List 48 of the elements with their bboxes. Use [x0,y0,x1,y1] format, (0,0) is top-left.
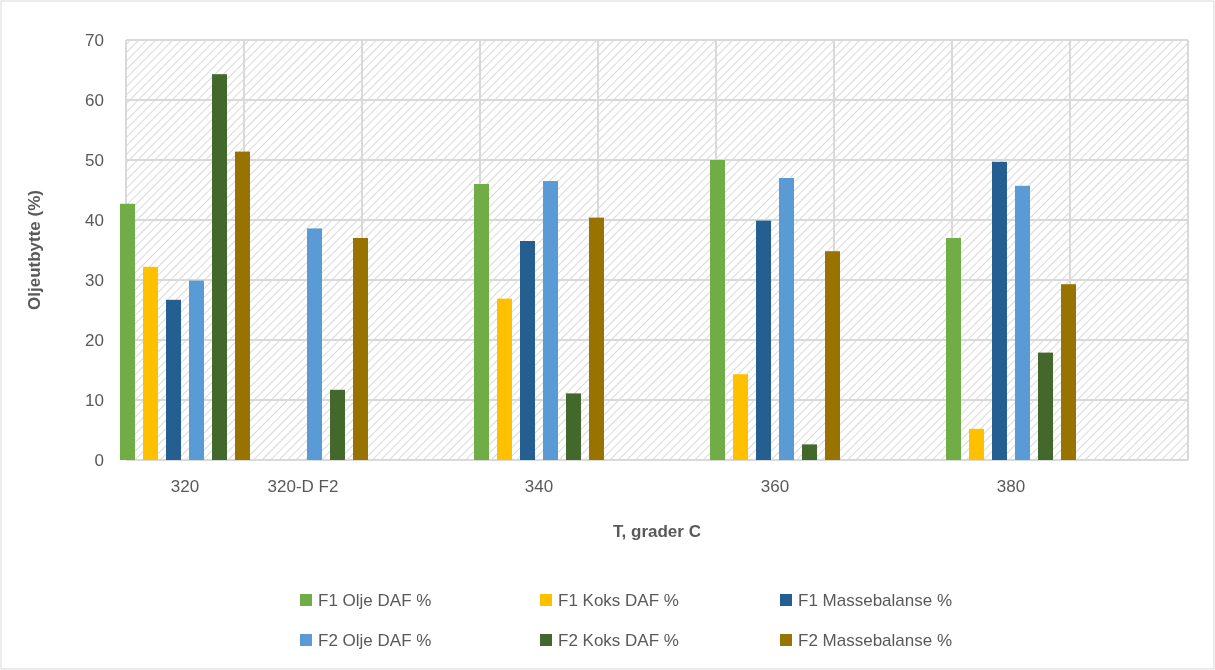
bar [212,74,227,460]
bar [992,161,1007,460]
bar [143,266,158,460]
x-tick-label: 320-D F2 [267,477,339,496]
bar [733,374,748,460]
x-axis-title: T, grader C [613,522,701,541]
bar [330,389,345,460]
bar [474,184,489,460]
bar [756,220,771,460]
bar [307,228,322,460]
legend-label: F2 Koks DAF % [558,630,679,650]
bar [566,393,581,460]
bar [589,217,604,460]
bar [543,181,558,460]
y-tick-label: 40 [85,210,104,230]
legend-label: F1 Koks DAF % [558,590,679,610]
x-tick-label: 320 [170,477,200,496]
y-tick-label: 30 [85,270,104,290]
bar [520,241,535,460]
bar [1038,352,1053,460]
bar [969,428,984,460]
bar [235,151,250,460]
bar [189,280,204,460]
bar [353,238,368,460]
bar [1061,284,1076,460]
legend-label: F2 Olje DAF % [318,630,432,650]
bar [1015,185,1030,460]
bar [710,160,725,460]
x-tick-label: 360 [760,477,790,496]
x-tick-label: 380 [996,477,1026,496]
y-tick-label: 20 [85,330,104,350]
legend-label: F2 Massebalanse % [798,630,953,650]
bar [946,238,961,460]
bar [166,299,181,460]
y-tick-label: 70 [85,30,104,50]
legend-label: F1 Olje DAF % [318,590,432,610]
bar [497,298,512,460]
y-axis-title: Oljeutbytte (%) [25,190,44,310]
y-tick-label: 0 [94,450,104,470]
y-tick-label: 10 [85,390,104,410]
x-tick-label: 340 [524,477,554,496]
bar [779,178,794,460]
bar [120,203,135,460]
bar [825,251,840,460]
y-tick-label: 50 [85,150,104,170]
bar [802,444,817,460]
legend-label: F1 Massebalanse % [798,590,953,610]
y-tick-label: 60 [85,90,104,110]
